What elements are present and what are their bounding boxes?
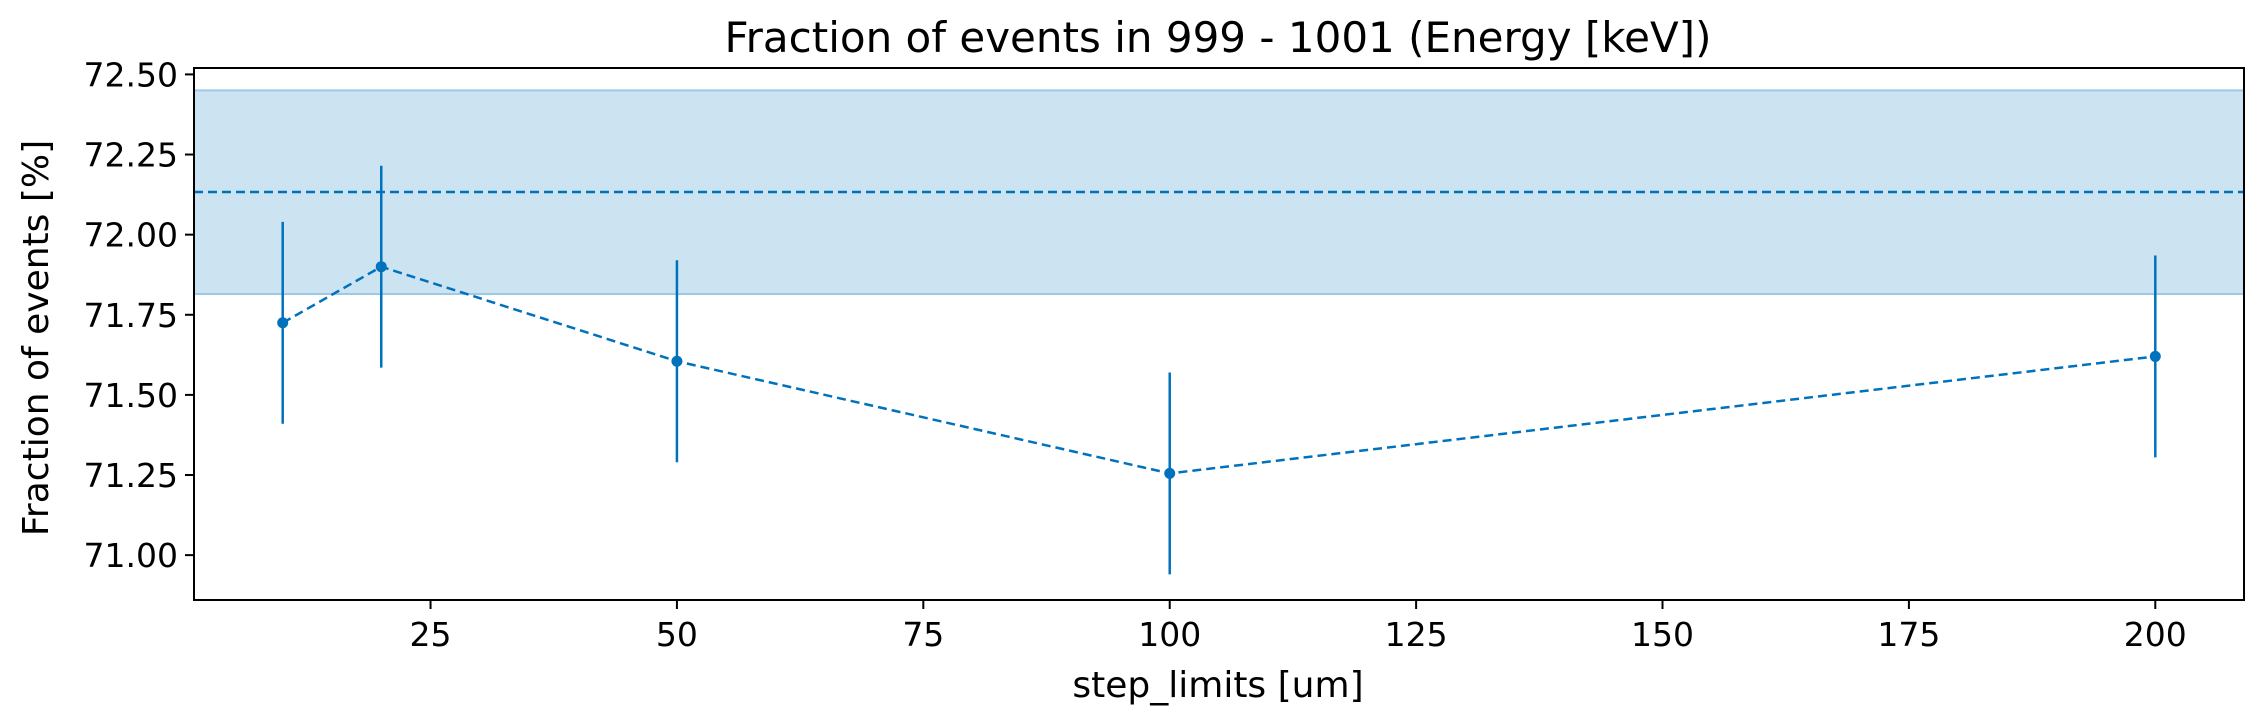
y-tick-label: 71.00 — [84, 536, 178, 575]
y-tick-label: 72.25 — [84, 136, 178, 175]
y-tick-label: 71.50 — [84, 376, 178, 415]
data-point — [375, 261, 387, 273]
series-layer — [277, 165, 2161, 575]
data-point — [671, 355, 683, 367]
y-tick-label: 72.00 — [84, 216, 178, 255]
x-tick-label: 50 — [656, 615, 698, 654]
x-axis-label: step_limits [um] — [1072, 665, 1363, 706]
data-point — [2149, 350, 2161, 362]
x-tick-label: 25 — [410, 615, 452, 654]
data-point — [277, 317, 289, 329]
x-tick-label: 125 — [1385, 615, 1448, 654]
x-tick-label: 200 — [2124, 615, 2187, 654]
x-tick-label: 150 — [1631, 615, 1694, 654]
y-tick-label: 72.50 — [84, 55, 178, 94]
series-line — [282, 265, 2156, 475]
plot-frame — [193, 67, 2245, 601]
x-tick-label: 100 — [1138, 615, 1201, 654]
axes-layer — [193, 67, 2245, 601]
y-axis-label: Fraction of events [%] — [16, 140, 57, 536]
x-tick-label: 175 — [1877, 615, 1940, 654]
y-ticks: 71.00 71.25 71.50 71.75 72.00 72.25 72.50 — [84, 55, 194, 575]
x-ticks: 25 50 75 100 125 150 175 200 — [410, 600, 2187, 654]
data-point — [1164, 467, 1176, 479]
y-tick-label: 71.75 — [84, 296, 178, 335]
chart-title: Fraction of events in 999 - 1001 (Energy… — [725, 13, 1712, 62]
y-tick-label: 71.25 — [84, 456, 178, 495]
x-tick-label: 75 — [902, 615, 944, 654]
